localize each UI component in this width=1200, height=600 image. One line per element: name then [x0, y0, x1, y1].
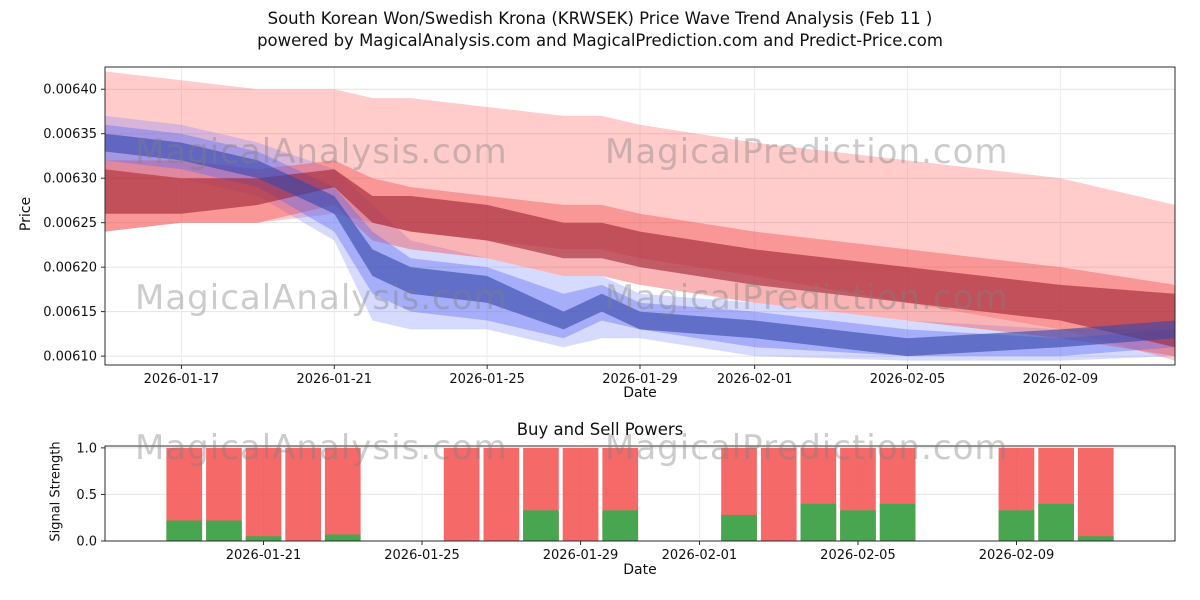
buy-bar [324, 534, 361, 541]
y-tick-label: 0.00620 [43, 261, 97, 276]
x-tick-label: 2026-02-05 [820, 548, 896, 563]
x-tick-label: 2026-02-01 [662, 548, 738, 563]
x-tick-label: 2026-02-05 [870, 372, 946, 387]
buy-bar [602, 510, 639, 541]
blue-band-core [105, 133, 1175, 357]
buy-bar [245, 536, 282, 541]
buy-bar [998, 510, 1035, 541]
buy-bar [1038, 503, 1074, 541]
sell-bar [324, 447, 361, 541]
y-tick-label: 1.0 [76, 441, 97, 456]
y-tick-label: 0.00635 [43, 127, 97, 142]
buy-bar [166, 520, 203, 541]
figure-subtitle: powered by MagicalAnalysis.com and Magic… [257, 31, 943, 50]
x-tick-label: 2026-01-21 [226, 548, 302, 563]
buy-sell-powers-title: Buy and Sell Powers [516, 420, 684, 439]
blue-band-mid [105, 124, 1175, 357]
x-tick-label: 2026-02-09 [979, 548, 1055, 563]
buy-bar [721, 514, 757, 541]
plot-border [104, 445, 1176, 542]
x-tick-label: 2026-01-25 [384, 548, 460, 563]
sell-bar [483, 447, 520, 541]
buy-bar [523, 510, 559, 541]
buy-bar [840, 510, 876, 541]
x-tick-label: 2026-01-29 [602, 372, 678, 387]
y-tick-label: 0.00610 [43, 350, 97, 365]
blue-band-outer [105, 115, 1175, 361]
buy-bar [1077, 536, 1114, 541]
sell-bar [443, 447, 480, 541]
price-axis-label: Price [18, 196, 34, 232]
signal-strength-axis-label: Signal Strength [48, 441, 64, 542]
x-tick-label: 2026-02-01 [717, 372, 793, 387]
x-tick-label: 2026-01-21 [297, 372, 373, 387]
date-axis-label-top: Date [623, 385, 657, 401]
sell-bar [562, 447, 599, 541]
x-tick-label: 2026-02-09 [1023, 372, 1099, 387]
y-tick-label: 0.00615 [43, 305, 97, 320]
y-tick-label: 0.5 [76, 488, 97, 503]
buy-bar [879, 503, 916, 541]
sell-bar [245, 447, 282, 541]
figure-title: South Korean Won/Swedish Krona (KRWSEK) … [267, 9, 933, 28]
red-band-core [105, 169, 1175, 348]
x-tick-label: 2026-01-25 [449, 372, 525, 387]
buy-bar [800, 503, 837, 541]
y-tick-label: 0.00625 [43, 216, 97, 231]
buy-bar [206, 520, 242, 541]
x-tick-label: 2026-01-29 [543, 548, 619, 563]
date-axis-label-bottom: Date [623, 562, 657, 578]
sell-bar [1077, 447, 1114, 541]
x-tick-label: 2026-01-17 [144, 372, 220, 387]
sell-bar [285, 447, 321, 541]
y-tick-label: 0.00640 [43, 83, 97, 98]
sell-bar [760, 447, 797, 541]
y-tick-label: 0.00630 [43, 172, 97, 187]
y-tick-label: 0.0 [76, 535, 97, 550]
